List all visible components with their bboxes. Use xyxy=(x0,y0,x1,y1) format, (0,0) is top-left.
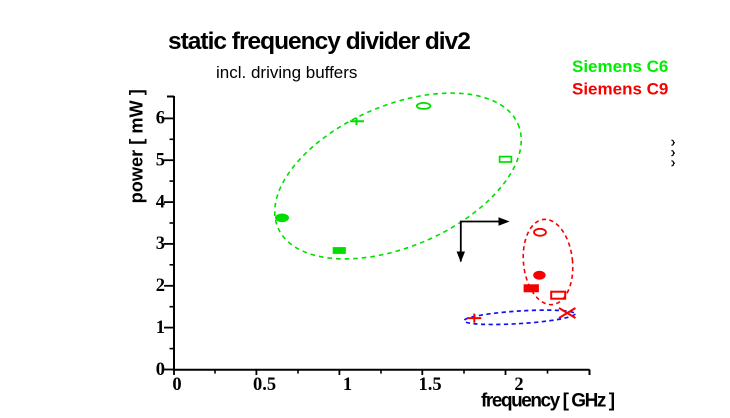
svg-text:0: 0 xyxy=(172,375,181,395)
svg-text:5: 5 xyxy=(156,151,165,171)
svg-text:2: 2 xyxy=(156,276,165,296)
svg-text:1.5: 1.5 xyxy=(418,375,441,395)
svg-text:0: 0 xyxy=(156,360,165,380)
svg-text:0.5: 0.5 xyxy=(253,375,276,395)
svg-text:3: 3 xyxy=(156,234,165,254)
svg-text:static frequency divider div2: static frequency divider div2 xyxy=(168,28,470,55)
svg-text:4: 4 xyxy=(156,192,165,212)
svg-text:Siemens C6: Siemens C6 xyxy=(572,57,668,76)
svg-text:incl. driving buffers: incl. driving buffers xyxy=(216,63,357,82)
svg-text:frequency [ GHz ]: frequency [ GHz ] xyxy=(481,391,615,412)
svg-text:Siemens C9: Siemens C9 xyxy=(572,80,668,99)
svg-text:power [ mW ]: power [ mW ] xyxy=(127,89,147,203)
svg-text:2: 2 xyxy=(514,375,523,395)
svg-text:1: 1 xyxy=(156,318,165,338)
svg-text:1: 1 xyxy=(343,375,352,395)
svg-text:6: 6 xyxy=(156,109,165,129)
